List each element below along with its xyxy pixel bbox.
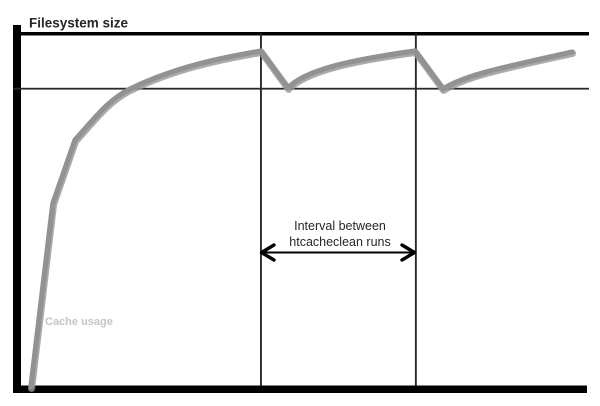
svg-text:htcacheclean runs: htcacheclean runs: [289, 235, 390, 249]
svg-text:Interval between: Interval between: [294, 219, 386, 233]
svg-text:Filesystem size: Filesystem size: [29, 16, 129, 31]
svg-text:Cache usage: Cache usage: [45, 316, 113, 328]
